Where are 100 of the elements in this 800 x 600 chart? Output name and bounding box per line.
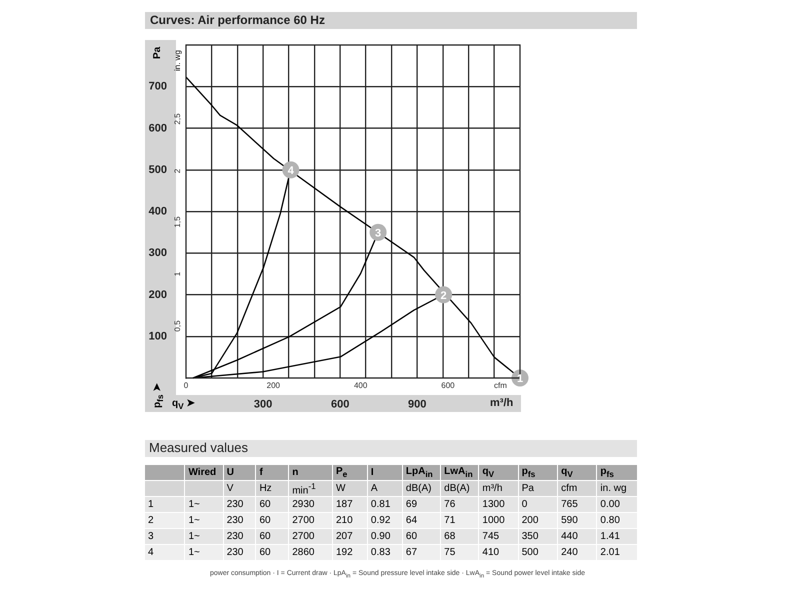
text: Pa bbox=[518, 481, 558, 496]
text: 1~ bbox=[185, 529, 223, 544]
text: 240 bbox=[558, 545, 596, 560]
text: P$_{e}$ bbox=[332, 465, 367, 480]
text: 68 bbox=[441, 529, 478, 544]
text: 1000 bbox=[479, 513, 518, 528]
text: 71 bbox=[441, 513, 478, 528]
x2-tick-label: 300 bbox=[254, 398, 272, 411]
text: 0.80 bbox=[597, 513, 637, 528]
text: f bbox=[256, 465, 288, 480]
x-axis-title: cfm bbox=[494, 381, 507, 390]
text: 230 bbox=[224, 545, 256, 560]
text: 230 bbox=[224, 497, 256, 512]
x-tick-label: 400 bbox=[354, 381, 368, 390]
annotation: 2 bbox=[440, 290, 447, 302]
text: 230 bbox=[224, 513, 256, 528]
y-axis-title: Pa bbox=[152, 46, 163, 59]
text: 0.81 bbox=[368, 497, 402, 512]
text: 210 bbox=[332, 513, 367, 528]
text: q$_{V}$ bbox=[479, 465, 518, 480]
text: in. wg bbox=[597, 481, 637, 496]
annotation: 1 bbox=[516, 373, 524, 386]
y-tick-label: 100 bbox=[148, 330, 167, 342]
text: 765 bbox=[558, 497, 596, 512]
text: 4 bbox=[145, 545, 184, 560]
text: LpA$_{in}$ bbox=[402, 465, 440, 480]
x2-tick-label: 900 bbox=[408, 398, 426, 411]
text: 60 bbox=[256, 545, 288, 560]
y2-tick-label: 2,5 bbox=[173, 113, 182, 124]
y2-tick-label: 0,5 bbox=[173, 320, 182, 332]
text: 1 bbox=[145, 497, 184, 512]
text: 1.41 bbox=[597, 529, 637, 544]
y-tick-label: 300 bbox=[148, 247, 167, 260]
text: 590 bbox=[558, 513, 596, 528]
text: 60 bbox=[402, 529, 440, 544]
text: n bbox=[289, 465, 332, 480]
text: 1~ bbox=[185, 497, 223, 512]
text: 500 bbox=[518, 545, 558, 560]
text: 1~ bbox=[185, 545, 223, 560]
text: 2.01 bbox=[597, 545, 637, 560]
text: LwA$_{in}$ bbox=[441, 465, 478, 480]
text: m³/h bbox=[479, 481, 518, 496]
text: 76 bbox=[441, 497, 478, 512]
text: 440 bbox=[558, 529, 596, 544]
text: 192 bbox=[332, 545, 367, 560]
annotation: 4 bbox=[288, 164, 295, 177]
text: W bbox=[332, 481, 367, 496]
text: A bbox=[368, 481, 402, 496]
y-tick-label: 600 bbox=[148, 122, 167, 134]
text: 410 bbox=[479, 545, 518, 560]
text: 200 bbox=[518, 513, 558, 528]
y2-axis-title: in. wg bbox=[173, 50, 182, 71]
text: 0.92 bbox=[368, 513, 402, 528]
y2-tick-label: 1,5 bbox=[173, 216, 182, 228]
annotation: 3 bbox=[375, 227, 382, 240]
text: 2700 bbox=[289, 529, 332, 544]
text: 69 bbox=[402, 497, 440, 512]
text: cfm bbox=[558, 481, 596, 496]
text: 745 bbox=[479, 529, 518, 544]
x2-axis-title: m³/h bbox=[490, 397, 514, 409]
text: 1~ bbox=[185, 513, 223, 528]
text: U bbox=[224, 465, 256, 480]
x2-tick-label: 600 bbox=[330, 398, 350, 411]
x-tick-label: 200 bbox=[266, 381, 281, 390]
text: p$_{fs}$ bbox=[597, 465, 637, 480]
text: min$^{-1}$ bbox=[289, 481, 332, 496]
text: 64 bbox=[402, 513, 440, 528]
text: 3 bbox=[145, 529, 184, 544]
text: 2 bbox=[145, 513, 184, 528]
x-tick-label: 600 bbox=[441, 381, 456, 390]
y-tick-label: 500 bbox=[148, 164, 167, 176]
text: V bbox=[224, 481, 256, 496]
text: 60 bbox=[256, 529, 288, 544]
text: 75 bbox=[441, 545, 478, 560]
text: 0.00 bbox=[597, 497, 637, 512]
text: 1300 bbox=[479, 497, 518, 512]
text: 230 bbox=[224, 529, 256, 544]
y2-tick-label: 2 bbox=[173, 168, 182, 173]
text: 187 bbox=[332, 497, 367, 512]
text: 60 bbox=[256, 497, 288, 512]
text: Wired bbox=[185, 465, 223, 480]
y2-tick-label: 1 bbox=[173, 272, 182, 276]
x-tick-label: 0 bbox=[184, 381, 189, 390]
text: 67 bbox=[402, 545, 440, 560]
text: Hz bbox=[256, 481, 288, 496]
chart-title: Curves: Air performance 60 Hz bbox=[150, 13, 325, 27]
text: 2930 bbox=[289, 497, 332, 512]
text: dB(A) bbox=[402, 481, 440, 496]
y-tick-label: 200 bbox=[148, 288, 167, 301]
y-tick-label: 400 bbox=[148, 206, 167, 218]
text: I bbox=[368, 465, 402, 480]
text: 350 bbox=[518, 529, 558, 544]
text: 0.90 bbox=[368, 529, 402, 544]
text: 60 bbox=[256, 513, 288, 528]
text: 2700 bbox=[289, 513, 332, 528]
text: 207 bbox=[332, 529, 367, 544]
text: Measured values bbox=[145, 440, 637, 457]
text: 0.83 bbox=[368, 545, 402, 560]
text: dB(A) bbox=[441, 481, 478, 496]
text: q$_{V}$ bbox=[558, 465, 596, 480]
